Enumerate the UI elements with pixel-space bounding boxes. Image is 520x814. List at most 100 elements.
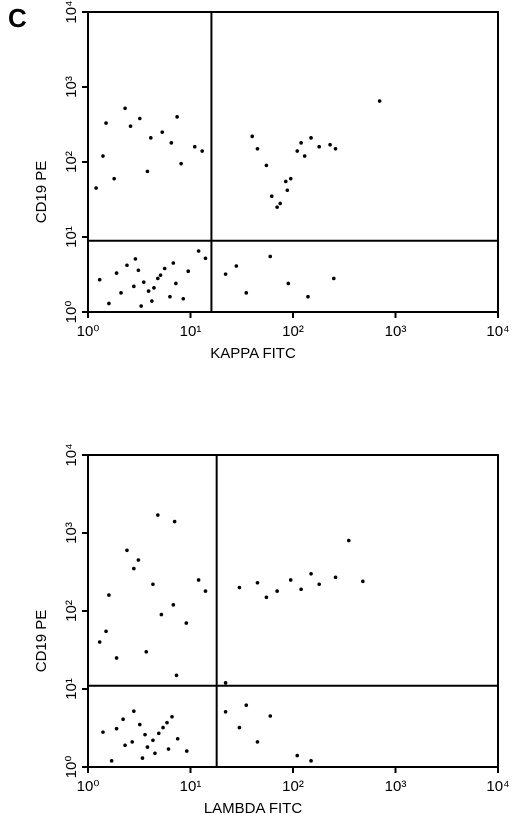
- event-dot: [285, 188, 290, 193]
- x-tick-label: 10³: [385, 323, 407, 340]
- event-dot: [152, 286, 156, 290]
- event-dot: [151, 582, 155, 587]
- event-dot: [128, 124, 133, 129]
- x-tick-label: 10⁴: [486, 323, 509, 340]
- event-dot: [156, 276, 160, 281]
- event-dot: [137, 722, 142, 727]
- plot-frame: [87, 11, 499, 313]
- event-dot: [170, 715, 174, 719]
- event-dot: [136, 268, 141, 273]
- event-dot: [275, 589, 279, 593]
- event-dot: [223, 710, 228, 714]
- event-dot: [175, 115, 179, 119]
- event-dot: [286, 281, 291, 286]
- event-dot: [255, 580, 260, 585]
- event-dot: [299, 141, 303, 145]
- event-dot: [244, 291, 249, 295]
- event-dot: [97, 277, 102, 282]
- x-tick-label: 10¹: [180, 323, 202, 340]
- event-dot: [156, 731, 161, 736]
- event-dot: [112, 176, 116, 181]
- event-dot: [172, 519, 177, 524]
- y-tick-label: 10¹: [63, 226, 80, 248]
- x-axis-title: LAMBDA FITC: [204, 800, 303, 814]
- event-dot: [145, 745, 150, 749]
- event-dot: [361, 579, 365, 584]
- event-dot: [306, 294, 310, 299]
- event-dot: [275, 205, 279, 209]
- y-axis-title: CD19 PE: [33, 161, 50, 224]
- event-dot: [237, 725, 242, 730]
- event-dot: [174, 281, 178, 286]
- event-dot: [141, 280, 146, 284]
- y-tick-label: 10¹: [63, 678, 80, 700]
- event-dot: [309, 759, 313, 763]
- event-dot: [109, 759, 114, 763]
- event-dot: [377, 99, 382, 103]
- event-dot: [309, 136, 313, 140]
- event-dot: [130, 740, 135, 744]
- event-dot: [264, 163, 269, 168]
- event-dot: [121, 717, 125, 722]
- event-dot: [174, 673, 179, 678]
- event-dot: [114, 656, 119, 660]
- event-dot: [278, 201, 282, 206]
- event-dot: [288, 176, 293, 181]
- event-dot: [264, 595, 269, 600]
- event-dot: [132, 284, 136, 289]
- y-tick-label: 10⁴: [63, 443, 80, 466]
- x-tick-label: 10⁰: [77, 778, 100, 795]
- event-dot: [250, 134, 255, 139]
- event-dot: [192, 144, 197, 149]
- event-dot: [97, 640, 102, 644]
- y-tick-label: 10²: [63, 600, 80, 622]
- x-tick-label: 10⁴: [486, 778, 509, 795]
- event-dot: [255, 146, 260, 151]
- event-dot: [288, 578, 293, 582]
- event-dot: [168, 294, 172, 299]
- event-dot: [114, 271, 119, 275]
- event-dot: [137, 116, 142, 121]
- event-dot: [171, 261, 176, 265]
- event-dot: [269, 194, 274, 198]
- y-tick-label: 10²: [63, 151, 80, 173]
- event-dot: [196, 249, 201, 253]
- y-tick-label: 10⁴: [63, 0, 80, 23]
- x-axis-title: KAPPA FITC: [210, 345, 296, 362]
- event-dot: [179, 161, 183, 166]
- event-dot: [268, 714, 273, 718]
- event-dot: [223, 681, 228, 685]
- event-dot: [140, 756, 145, 760]
- event-dot: [159, 612, 164, 617]
- event-dot: [114, 726, 119, 731]
- event-dot: [101, 730, 105, 734]
- event-dot: [333, 575, 338, 580]
- event-dot: [107, 593, 111, 597]
- event-dot: [299, 587, 303, 592]
- event-dot: [160, 130, 165, 134]
- event-dot: [309, 571, 313, 576]
- plot-frame: [87, 454, 499, 768]
- y-axis-title: CD19 PE: [33, 610, 50, 673]
- event-dot: [200, 149, 204, 153]
- y-tick-label: 10³: [63, 522, 80, 544]
- y-tick-label: 10⁰: [63, 301, 80, 324]
- event-dot: [166, 747, 171, 751]
- event-dot: [244, 703, 249, 707]
- x-tick-label: 10²: [282, 778, 304, 795]
- event-dot: [295, 753, 300, 758]
- event-dot: [165, 720, 169, 725]
- x-tick-label: 10²: [282, 323, 304, 340]
- x-tick-label: 10³: [385, 778, 407, 795]
- event-dot: [184, 621, 189, 625]
- event-dot: [283, 179, 288, 184]
- event-dot: [132, 566, 136, 571]
- event-dot: [156, 513, 160, 517]
- event-dot: [203, 256, 208, 261]
- panel-label: C: [8, 3, 27, 33]
- event-dot: [203, 589, 208, 593]
- event-dot: [317, 144, 321, 149]
- event-dot: [151, 738, 155, 743]
- event-dot: [119, 291, 123, 295]
